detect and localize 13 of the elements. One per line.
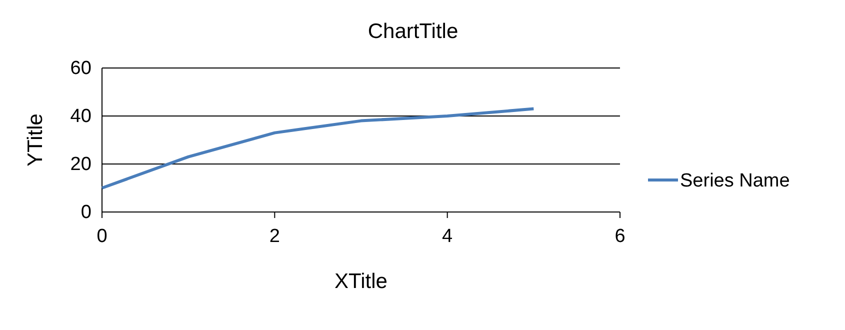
x-tick-label: 4 [442, 226, 454, 247]
chart-title: ChartTitle [368, 20, 458, 43]
line-series [100, 107, 536, 190]
y-tick-label: 40 [70, 106, 92, 128]
x-tick-label: 0 [96, 226, 108, 247]
y-tick-label: 20 [70, 154, 92, 176]
legend-label: Series Name [680, 170, 790, 192]
x-tick-label: 2 [269, 226, 280, 247]
y-axis-title: YTitle [24, 114, 47, 166]
x-tick-label: 6 [614, 226, 626, 247]
y-tick-label: 60 [70, 58, 92, 80]
y-tick-label: 0 [80, 202, 92, 224]
x-axis-title: XTitle [334, 270, 388, 293]
